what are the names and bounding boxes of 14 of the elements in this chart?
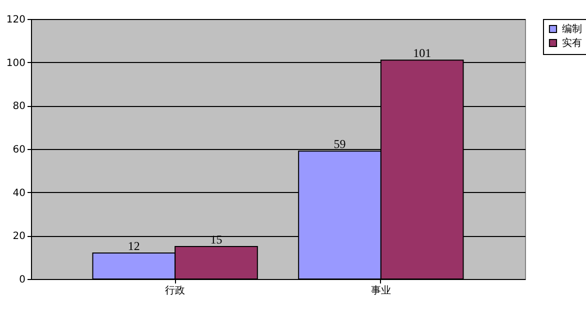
data-label: 59 (334, 137, 346, 152)
data-label: 101 (413, 46, 432, 60)
legend-label: 实有 (562, 37, 582, 49)
x-tick-label: 事业 (370, 284, 391, 296)
legend-label: 编制 (562, 23, 582, 35)
data-label: 12 (128, 239, 140, 253)
y-tick-label: 80 (12, 101, 26, 112)
y-tick-label: 0 (19, 274, 26, 286)
y-tick-label: 100 (6, 58, 26, 69)
y-tick-label: 120 (6, 14, 26, 26)
y-tick-label: 40 (12, 188, 26, 199)
y-tick-label: 60 (12, 144, 26, 156)
x-tick-label: 行政 (165, 286, 186, 296)
y-tick-label: 20 (12, 231, 26, 242)
